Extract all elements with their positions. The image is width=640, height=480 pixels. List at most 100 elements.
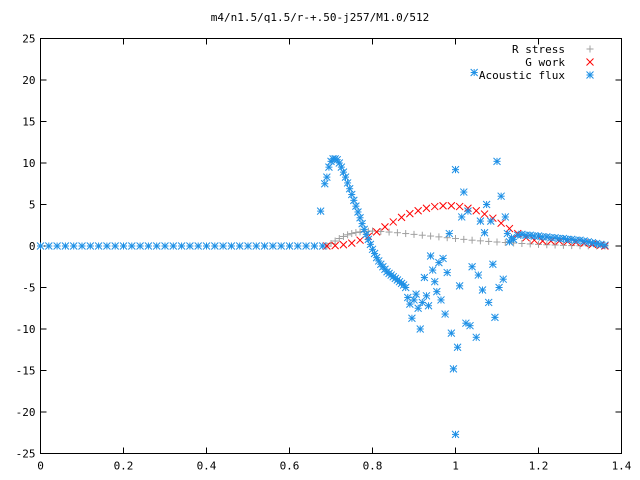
acoustic-flux-point — [401, 283, 410, 292]
acoustic-flux-point — [219, 242, 227, 250]
r-stress-point — [385, 228, 393, 236]
acoustic-flux-point — [430, 277, 439, 286]
acoustic-flux-point — [486, 217, 495, 225]
y-tick-label: -15 — [16, 365, 36, 378]
acoustic-flux-point — [455, 281, 464, 290]
acoustic-flux-point — [422, 291, 431, 300]
acoustic-flux-point — [44, 242, 53, 250]
g-work-point — [422, 204, 431, 213]
acoustic-flux-point — [426, 252, 435, 260]
data-points — [36, 68, 609, 439]
legend-label-r-stress: R stress — [512, 43, 565, 56]
y-tick-label: 0 — [29, 240, 36, 253]
acoustic-flux-point — [488, 260, 497, 269]
acoustic-flux-point — [86, 242, 95, 250]
r-stress-point — [377, 227, 385, 235]
acoustic-flux-point — [480, 228, 489, 237]
acoustic-flux-point — [136, 242, 144, 250]
y-tick-label: 15 — [22, 116, 35, 129]
r-stress-point — [339, 232, 347, 240]
r-stress-point — [331, 237, 339, 245]
acoustic-flux-point — [484, 298, 493, 307]
acoustic-flux-point — [310, 242, 319, 250]
g-work-point — [347, 239, 356, 247]
g-work-point — [497, 219, 506, 228]
y-tick-label: -5 — [22, 282, 35, 295]
y-tick-label: 5 — [29, 199, 36, 212]
r-stress-point — [402, 230, 410, 238]
acoustic-flux-point — [53, 242, 61, 250]
r-stress-point — [352, 229, 360, 237]
r-stress-point — [543, 241, 551, 249]
acoustic-flux-point — [177, 242, 186, 250]
chart-title: m4/n1.5/q1.5/r-+.50-j257/M1.0/512 — [211, 11, 430, 24]
r-stress-point — [410, 230, 418, 238]
acoustic-flux-point — [478, 286, 487, 294]
acoustic-flux-point — [453, 343, 462, 352]
y-tick-label: -10 — [16, 323, 36, 336]
acoustic-flux-point — [61, 242, 70, 250]
r-stress-point — [427, 232, 435, 240]
x-tick-label: 1.2 — [529, 460, 549, 473]
g-work-point — [389, 218, 398, 226]
g-work-point — [447, 201, 456, 210]
acoustic-flux-point — [601, 241, 609, 250]
g-work-point — [339, 240, 348, 249]
axis-ticks: 0 0.2 0.4 0.6 0.8 1 1.2 1.4 -25 -20 -15 -10 -5 0 5 10 15… — [16, 33, 632, 473]
acoustic-flux-point — [472, 333, 481, 342]
r-stress-point — [518, 240, 526, 248]
legend-marker-r-stress — [586, 45, 594, 53]
acoustic-flux-point — [499, 275, 508, 284]
r-stress-point — [551, 241, 559, 249]
acoustic-flux-point — [441, 310, 449, 318]
g-work-point — [439, 201, 447, 210]
acoustic-flux-point — [210, 242, 219, 250]
r-stress-point — [452, 235, 459, 243]
acoustic-flux-point — [202, 242, 211, 250]
acoustic-flux-point — [466, 321, 474, 330]
x-tick-label: 0.8 — [363, 460, 383, 473]
r-stress-point — [501, 239, 509, 247]
acoustic-flux-point — [362, 230, 371, 239]
legend-marker-g-work — [586, 58, 594, 66]
acoustic-flux-point — [468, 262, 476, 271]
r-stress-point — [344, 231, 352, 239]
acoustic-flux-point — [277, 242, 286, 250]
g-work-point — [430, 202, 439, 211]
acoustic-flux-point — [333, 155, 342, 164]
legend-label-acoustic-flux: Acoustic flux — [479, 69, 565, 82]
r-stress-point — [568, 242, 576, 250]
acoustic-flux-point — [443, 268, 452, 277]
acoustic-flux-point — [428, 266, 437, 274]
g-work-point — [414, 206, 423, 215]
r-stress-point — [369, 227, 376, 235]
acoustic-flux-point — [169, 242, 178, 250]
y-tick-label: 20 — [22, 74, 35, 87]
acoustic-flux-point — [318, 242, 327, 250]
r-stress-point — [526, 240, 534, 248]
r-stress-point — [393, 229, 401, 237]
g-work-point — [472, 206, 481, 215]
g-work-point — [381, 223, 389, 231]
acoustic-flux-point — [501, 213, 510, 221]
g-work-point — [372, 228, 381, 236]
acoustic-flux-point — [416, 325, 425, 333]
x-tick-label: 0.4 — [197, 460, 217, 473]
acoustic-flux-point — [144, 242, 153, 250]
acoustic-flux-point — [451, 430, 460, 439]
x-tick-label: 1 — [452, 460, 459, 473]
acoustic-flux-point — [111, 242, 120, 250]
acoustic-flux-point — [414, 304, 423, 313]
acoustic-flux-point — [302, 242, 310, 250]
acoustic-flux-point — [495, 283, 503, 292]
acoustic-flux-point — [418, 298, 427, 307]
acoustic-flux-point — [94, 242, 103, 250]
r-stress-point — [559, 241, 567, 249]
acoustic-flux-point — [403, 293, 412, 302]
r-stress-point — [535, 240, 542, 248]
acoustic-flux-point — [161, 242, 169, 250]
acoustic-flux-point — [227, 242, 236, 250]
x-tick-label: 0.6 — [280, 460, 300, 473]
acoustic-flux-point — [347, 190, 356, 199]
acoustic-flux-point — [412, 290, 420, 298]
